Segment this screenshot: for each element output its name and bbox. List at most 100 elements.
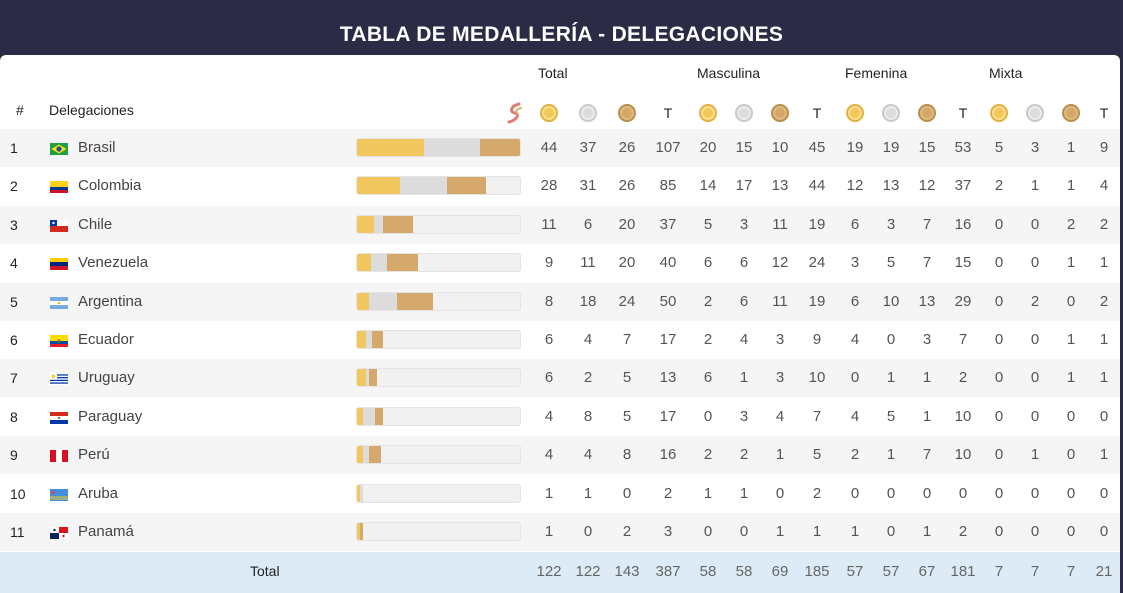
medal-count-cell: 0 xyxy=(739,523,749,540)
table-row[interactable]: 10 Aruba 1 1 0 2 1 1 0 2 0 0 0 0 0 0 0 0 xyxy=(0,475,1120,513)
medal-count-cell: 3 xyxy=(739,215,749,233)
gold-medal-icon xyxy=(540,104,558,122)
medal-count-cell: 10 xyxy=(808,369,826,387)
medal-count-cell: 0 xyxy=(1099,484,1109,502)
header-rank: # xyxy=(16,102,24,118)
table-row[interactable]: 6 Ecuador 6 4 7 17 2 4 3 9 4 0 3 7 0 0 1 1 xyxy=(0,321,1120,359)
medal-count-cell: 10 xyxy=(954,407,972,425)
medal-count-cell: 0 xyxy=(1099,523,1109,540)
medal-count-cell: 0 xyxy=(994,446,1004,464)
medal-count-cell: 7 xyxy=(922,254,932,272)
country-name[interactable]: Perú xyxy=(78,446,110,464)
medal-count-cell: 13 xyxy=(882,177,900,195)
medal-count-cell: 1 xyxy=(1066,177,1076,195)
medal-count-cell: 1 xyxy=(739,369,749,387)
medal-count-cell: 29 xyxy=(954,292,972,310)
medal-count-cell: 2 xyxy=(850,446,860,464)
medal-count-cell: 24 xyxy=(808,254,826,272)
medal-count-cell: 16 xyxy=(954,215,972,233)
country-name[interactable]: Brasil xyxy=(78,139,116,156)
country-name[interactable]: Aruba xyxy=(78,484,119,502)
table-row[interactable]: 7 Uruguay 6 2 5 13 6 1 3 10 0 1 1 2 0 0 1 1 xyxy=(0,359,1120,398)
medal-count-cell: 1 xyxy=(1099,369,1109,387)
medal-count-cell: 26 xyxy=(618,139,636,156)
gold-segment xyxy=(357,523,360,540)
total-count-cell: 181 xyxy=(950,563,976,580)
table-row[interactable]: 2 Colombia 28 31 26 85 14 17 13 44 12 13 12 37 2 1 1 4 xyxy=(0,167,1120,205)
header-delegations: Delegaciones xyxy=(49,102,134,118)
medal-count-cell: 3 xyxy=(850,254,860,272)
rank-cell: 1 xyxy=(10,140,18,156)
medal-count-cell: 1 xyxy=(1066,139,1076,156)
medal-count-cell: 12 xyxy=(771,254,789,272)
bronze-segment xyxy=(372,331,383,348)
country-name[interactable]: Venezuela xyxy=(78,254,149,272)
medal-count-cell: 1 xyxy=(775,523,785,540)
total-count-cell: 7 xyxy=(1030,563,1040,580)
uruguay-flag-icon xyxy=(50,372,68,386)
medal-count-cell: 4 xyxy=(583,331,593,348)
bronze-segment xyxy=(446,177,487,195)
medal-count-cell: 40 xyxy=(659,254,677,272)
medal-count-cell: 20 xyxy=(618,215,636,233)
medal-count-cell: 1 xyxy=(922,407,932,425)
total-count-cell: 67 xyxy=(918,563,936,580)
country-name[interactable]: Colombia xyxy=(78,177,142,195)
rank-cell: 2 xyxy=(10,178,18,195)
country-name[interactable]: Argentina xyxy=(78,292,143,310)
medal-count-cell: 1 xyxy=(1099,331,1109,348)
medal-count-cell: 1 xyxy=(583,484,593,502)
medal-count-cell: 0 xyxy=(1066,446,1076,464)
silver-segment xyxy=(399,177,447,195)
country-name[interactable]: Ecuador xyxy=(78,331,134,348)
rank-cell: 3 xyxy=(10,216,18,233)
medal-table: Total Masculina Femenina Mixta # Delegac… xyxy=(0,55,1120,593)
medal-count-cell: 19 xyxy=(808,292,826,310)
medal-count-cell: 1 xyxy=(1066,369,1076,387)
medal-count-cell: 2 xyxy=(663,484,673,502)
medal-count-cell: 2 xyxy=(812,484,822,502)
bronze-medal-icon xyxy=(918,104,936,122)
medal-count-cell: 0 xyxy=(850,369,860,387)
medal-distribution-bar xyxy=(356,522,521,541)
gold-segment xyxy=(357,215,374,233)
medal-distribution-bar xyxy=(356,253,521,273)
table-row[interactable]: 3 Chile 11 6 20 37 5 3 11 19 6 3 7 16 0 0 2 2 xyxy=(0,205,1120,244)
medal-count-cell: 2 xyxy=(994,177,1004,195)
gold-segment xyxy=(357,331,367,348)
medal-count-cell: 6 xyxy=(850,292,860,310)
medal-count-cell: 85 xyxy=(659,177,677,195)
medal-count-cell: 2 xyxy=(1066,215,1076,233)
table-row[interactable]: 4 Venezuela 9 11 20 40 6 6 12 24 3 5 7 15 0 0 1 1 xyxy=(0,244,1120,282)
medal-count-cell: 1 xyxy=(1030,446,1040,464)
medal-count-cell: 5 xyxy=(994,139,1004,156)
country-name[interactable]: Chile xyxy=(78,215,113,233)
table-row[interactable]: 8 Paraguay 4 8 5 17 0 3 4 7 4 5 1 10 0 0 0 0 xyxy=(0,398,1120,436)
gold-segment xyxy=(357,407,364,425)
medal-count-cell: 6 xyxy=(703,369,713,387)
country-name[interactable]: Panamá xyxy=(78,523,134,540)
silver-medal-icon xyxy=(579,104,597,122)
table-row[interactable]: 5 Argentina 8 18 24 50 2 6 11 19 6 10 13 29 0 2 0 2 xyxy=(0,282,1120,321)
medal-count-cell: 17 xyxy=(735,177,753,195)
table-row[interactable]: 1 Brasil 44 37 26 107 20 15 10 45 19 19 15 53 5 3 1 9 xyxy=(0,129,1120,167)
gold-medal-icon xyxy=(846,104,864,122)
country-name[interactable]: Paraguay xyxy=(78,407,143,425)
medal-count-cell: 37 xyxy=(579,139,597,156)
country-name[interactable]: Uruguay xyxy=(78,369,135,387)
medal-count-cell: 9 xyxy=(812,331,822,348)
total-count-cell: 122 xyxy=(536,563,562,580)
medal-count-cell: 1 xyxy=(886,446,896,464)
table-row[interactable]: 9 Perú 4 4 8 16 2 2 1 5 2 1 7 10 0 1 0 1 xyxy=(0,436,1120,475)
medal-distribution-bar xyxy=(356,138,521,157)
medal-count-cell: 0 xyxy=(922,484,932,502)
total-count-cell: 122 xyxy=(575,563,601,580)
bronze-segment xyxy=(382,215,414,233)
medal-count-cell: 6 xyxy=(703,254,713,272)
page-title: TABLA DE MEDALLERÍA - DELEGACIONES xyxy=(339,22,784,46)
medal-count-cell: 7 xyxy=(958,331,968,348)
medal-count-cell: 4 xyxy=(850,407,860,425)
medal-count-cell: 6 xyxy=(850,215,860,233)
table-row[interactable]: 11 Panamá 1 0 2 3 0 0 1 1 1 0 1 2 0 0 0 0 xyxy=(0,513,1120,551)
medal-count-cell: 4 xyxy=(544,407,554,425)
